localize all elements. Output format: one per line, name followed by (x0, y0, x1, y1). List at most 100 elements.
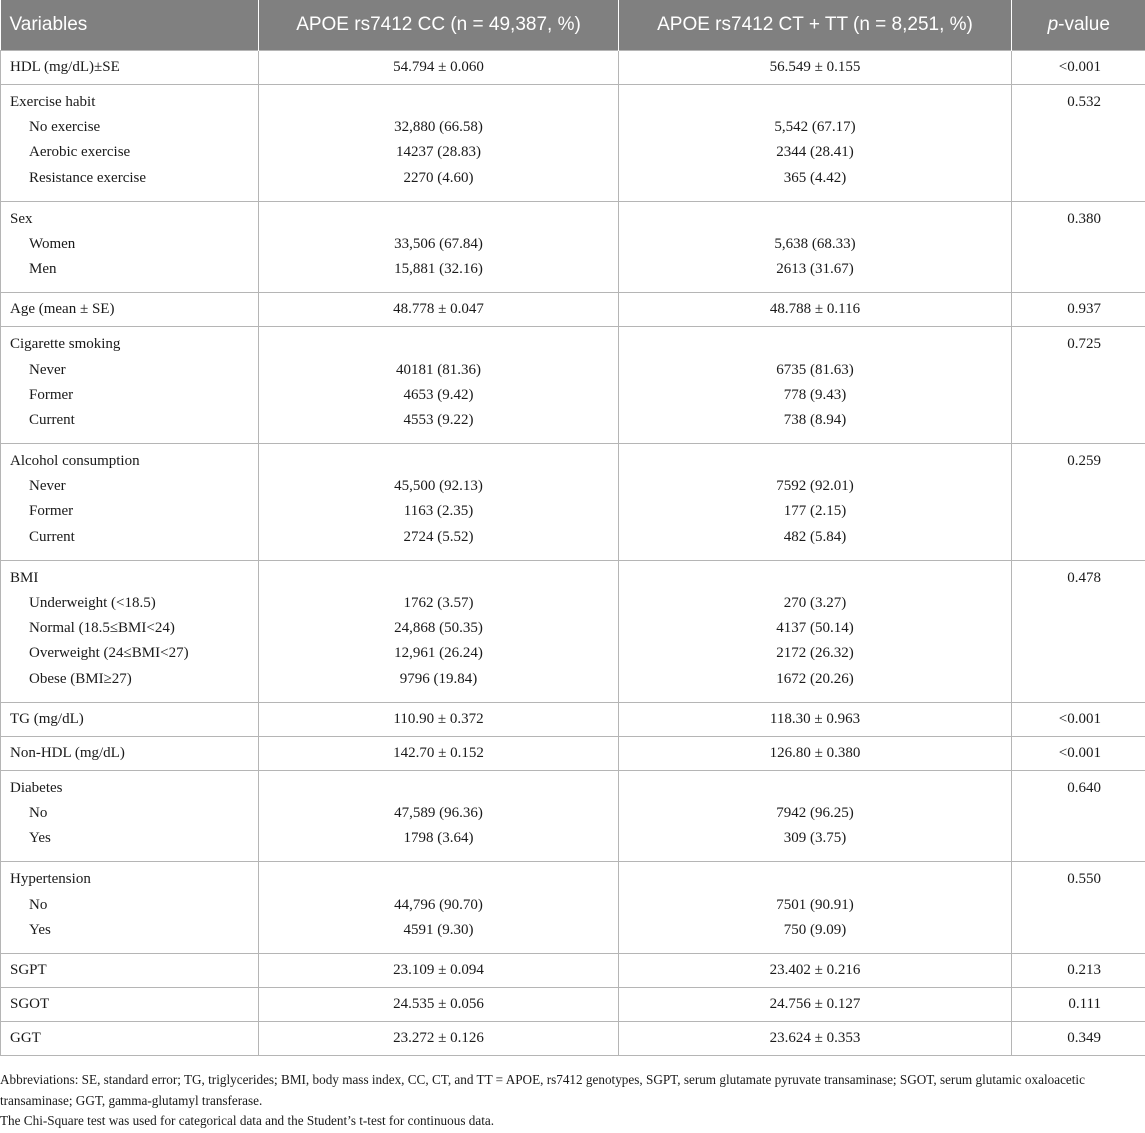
spacer (259, 207, 618, 232)
cc-cell: 33,506 (67.84) 15,881 (32.16) (258, 200, 619, 294)
cc-value: 14237 (28.83) (396, 144, 481, 161)
cc-value: 24,868 (50.35) (394, 620, 483, 637)
spacer (259, 867, 618, 892)
ct-tt-value: 7592 (92.01) (776, 478, 854, 495)
variable-cell: Age (mean ± SE) (0, 292, 259, 328)
p-value-cell: 0.478 (1011, 559, 1145, 703)
cc-cell: 110.90 ± 0.372 (258, 701, 619, 737)
sub-variable-label: Resistance exercise (29, 169, 147, 186)
spacer (619, 566, 1011, 591)
cc-value: 9796 (19.84) (399, 670, 478, 687)
ct-tt-value: 6735 (81.63) (776, 361, 854, 378)
p-value-cell: 0.640 (1011, 769, 1145, 863)
p-value-cell: 0.213 (1011, 952, 1145, 988)
spacer (619, 867, 1011, 892)
variable-cell: TG (mg/dL) (0, 701, 259, 737)
p-value-cell: <0.001 (1011, 735, 1145, 771)
footnote-abbreviations: Abbreviations: SE, standard error; TG, t… (0, 1072, 1085, 1108)
ct-tt-value: 56.549 ± 0.155 (769, 58, 861, 75)
ct-tt-value: 23.402 ± 0.216 (769, 961, 861, 978)
cc-value: 23.272 ± 0.126 (393, 1029, 484, 1046)
sub-variable-label: Never (29, 478, 66, 495)
ct-tt-value: 177 (2.15) (783, 503, 847, 520)
cc-value: 2270 (4.60) (403, 169, 474, 186)
ct-tt-value: 118.30 ± 0.963 (769, 710, 861, 727)
ct-tt-value: 2172 (26.32) (776, 645, 854, 662)
p-value-cell: 0.111 (1011, 986, 1145, 1022)
p-value: 0.937 (1067, 301, 1101, 318)
variable-label: Alcohol consumption (10, 453, 140, 470)
sub-variable-label: Men (29, 261, 57, 278)
ct-tt-cell: 5,638 (68.33) 2613 (31.67) (618, 200, 1012, 294)
cc-value: 54.794 ± 0.060 (393, 58, 484, 75)
cc-value: 47,589 (96.36) (394, 804, 483, 821)
table-row: HDL (mg/dL)±SE 54.794 ± 0.060 56.549 ± 0.1… (0, 50, 1145, 85)
table-row: Alcohol consumption Never Former Current 45,… (0, 443, 1145, 561)
cc-value: 1762 (3.57) (403, 595, 474, 611)
spacer (259, 776, 618, 801)
p-value-cell: 0.259 (1011, 443, 1145, 561)
p-value: <0.001 (1058, 744, 1101, 761)
sub-variable-label: Former (29, 503, 74, 520)
table-row: SGPT 23.109 ± 0.094 23.402 ± 0.216 0.213 (0, 952, 1145, 988)
p-value: 0.213 (1067, 961, 1101, 978)
sub-variable-label: Current (29, 411, 75, 428)
variable-label: TG (mg/dL) (10, 710, 84, 727)
variable-cell: Cigarette smoking Never Former Current (0, 326, 259, 445)
ct-tt-value: 365 (4.42) (783, 169, 847, 186)
ct-tt-cell: 56.549 ± 0.155 (618, 50, 1012, 85)
variable-cell: SGOT (0, 986, 259, 1022)
variable-cell: HDL (mg/dL)±SE (0, 50, 259, 85)
variable-label: HDL (mg/dL)±SE (10, 58, 120, 75)
p-value: <0.001 (1058, 58, 1101, 75)
cc-cell: 47,589 (96.36) 1798 (3.64) (258, 769, 619, 863)
variable-cell: SGPT (0, 952, 259, 988)
variable-cell: BMI Underweight (<18.5) Normal (18.5≤BMI<2… (0, 559, 259, 703)
cc-cell: 32,880 (66.58) 14237 (28.83) 2270 (4.60) (258, 84, 619, 202)
table-body: HDL (mg/dL)±SE 54.794 ± 0.060 56.549 ± 0.1… (0, 50, 1145, 1056)
sub-variable-label: Former (29, 386, 74, 403)
p-value: 0.478 (1067, 569, 1101, 586)
sub-variable-label: Women (29, 235, 76, 252)
p-value: 0.640 (1067, 779, 1101, 796)
ct-tt-value: 738 (8.94) (783, 411, 847, 428)
ct-tt-value: 309 (3.75) (783, 830, 847, 847)
sub-variable-label: Normal (18.5≤BMI<24) (29, 620, 175, 637)
p-value: 0.259 (1067, 453, 1101, 470)
p-value: 0.725 (1067, 336, 1101, 353)
ct-tt-value: 126.80 ± 0.380 (769, 744, 861, 761)
cc-value: 4591 (9.30) (403, 921, 474, 938)
variable-label: Sex (10, 210, 33, 227)
p-value: 0.349 (1067, 1029, 1101, 1046)
p-value: 0.111 (1068, 995, 1101, 1012)
table-footnotes: Abbreviations: SE, standard error; TG, t… (0, 1070, 1140, 1132)
cc-value: 45,500 (92.13) (394, 478, 483, 495)
header-p-italic: p (1047, 14, 1059, 35)
variable-label: Exercise habit (10, 94, 96, 110)
cc-value: 33,506 (67.84) (394, 235, 483, 252)
ct-tt-value: 482 (5.84) (783, 528, 847, 545)
cc-value: 142.70 ± 0.152 (393, 744, 484, 761)
p-value: 0.380 (1067, 210, 1101, 227)
sub-variable-label: Never (29, 361, 66, 378)
sub-variable-label: Obese (BMI≥27) (29, 670, 132, 687)
ct-tt-value: 7501 (90.91) (776, 896, 854, 913)
table-row: BMI Underweight (<18.5) Normal (18.5≤BMI<2… (0, 559, 1145, 703)
ct-tt-value: 1672 (20.26) (776, 670, 854, 687)
table-row: Sex Women Men 33,506 (67.84) 15,881 (32.16) 5… (0, 200, 1145, 294)
p-value-cell: <0.001 (1011, 701, 1145, 737)
characteristics-table: Variables APOE rs7412 CC (n = 49,387, %)… (0, 0, 1145, 1056)
variable-label: Diabetes (10, 779, 63, 796)
ct-tt-cell: 126.80 ± 0.380 (618, 735, 1012, 771)
variable-label: Hypertension (10, 871, 91, 888)
cc-value: 48.778 ± 0.047 (393, 301, 484, 318)
table-row: Cigarette smoking Never Former Current 40181… (0, 326, 1145, 445)
sub-variable-label: Current (29, 528, 75, 545)
ct-tt-value: 48.788 ± 0.116 (769, 301, 861, 318)
cc-value: 44,796 (90.70) (394, 896, 483, 913)
cc-cell: 23.272 ± 0.126 (258, 1020, 619, 1056)
variable-label: Cigarette smoking (10, 336, 121, 353)
table-row: Exercise habit No exercise Aerobic exercis… (0, 84, 1145, 202)
p-value-cell: <0.001 (1011, 50, 1145, 85)
ct-tt-cell: 7501 (90.91) 750 (9.09) (618, 861, 1012, 954)
